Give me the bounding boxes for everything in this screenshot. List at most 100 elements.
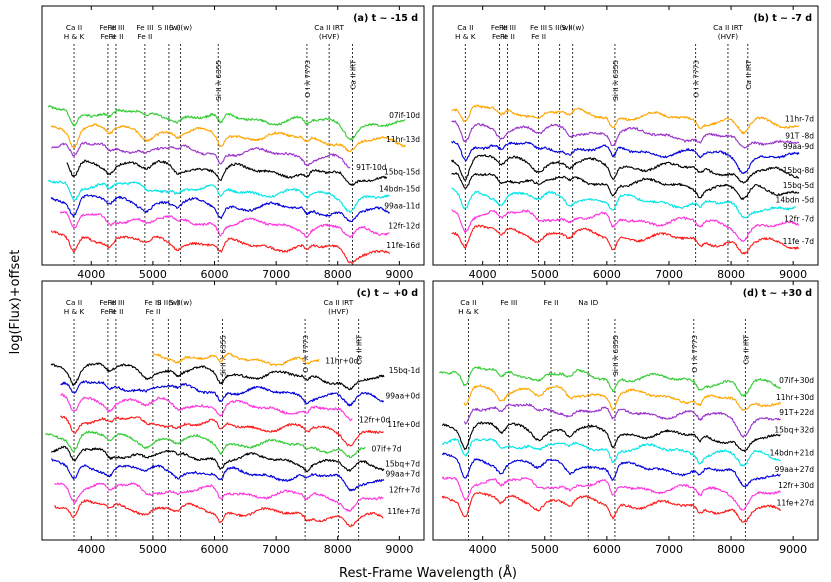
spectrum-series — [54, 482, 384, 513]
line-label: Ca II — [66, 298, 82, 307]
line-label: Fe II — [531, 32, 546, 41]
line-label: S II(w) — [169, 23, 192, 32]
line-label: Ca II IRT — [741, 334, 750, 364]
line-label: S II(w) — [561, 23, 584, 32]
series-label: 14bdn -5d — [776, 195, 815, 204]
line-label: H & K — [458, 307, 479, 316]
spectrum-series — [51, 458, 385, 492]
spectrum-series — [441, 452, 781, 488]
series-label: 99aa-11d — [384, 201, 420, 210]
spectrum-series — [60, 415, 384, 447]
series-label: 15bq-5d — [783, 181, 815, 190]
spectrum-series — [59, 211, 390, 239]
spectrum-series — [66, 159, 388, 186]
series-label: 91T+22d — [779, 408, 814, 417]
line-label: Ca II — [457, 23, 473, 32]
line-label: O I λ 7773 — [690, 335, 699, 373]
x-tick-label: 8000 — [717, 543, 745, 556]
x-tick-label: 8000 — [324, 543, 352, 556]
spectrum-series — [50, 230, 391, 265]
line-label: Si II λ 6355 — [219, 335, 228, 376]
spectrum-series — [463, 403, 781, 438]
panel-group: (a) t ~ -15 d 4000 5000 6000 7000 8000 9000 Ca … — [41, 5, 819, 556]
x-tick-label: 9000 — [385, 268, 413, 281]
x-tick-label: 9000 — [779, 268, 807, 281]
line-label: (HVF) — [718, 32, 739, 41]
spectrum-series — [50, 194, 390, 223]
line-label: H & K — [64, 32, 85, 41]
x-tick-label: 8000 — [717, 268, 745, 281]
x-tick-label: 8000 — [324, 268, 352, 281]
series-label: 12fr+30d — [778, 481, 814, 490]
spectrum-series — [47, 104, 406, 141]
spectrum-series — [441, 437, 781, 467]
line-label: (HVF) — [328, 307, 349, 316]
line-label: Na ID — [578, 298, 598, 307]
panel-title: (b) t ~ -7 d — [753, 13, 812, 24]
panel: (c) t ~ +0 d 4000 5000 6000 7000 8000 9000 Ca I… — [41, 280, 425, 556]
panel: (b) t ~ -7 d 4000 5000 6000 7000 8000 9000 Ca I… — [432, 5, 819, 281]
series-label: 14bdn+21d — [770, 448, 815, 457]
x-tick-label: 4000 — [77, 268, 105, 281]
spectrum-series — [54, 499, 384, 528]
line-label: Fe III — [136, 23, 153, 32]
spectrum-series — [44, 430, 366, 459]
line-label: Fe II — [137, 32, 152, 41]
spectrum-series — [60, 380, 385, 407]
spectrum-series — [451, 120, 800, 149]
line-label: Ca II IRT — [349, 59, 358, 89]
x-tick-label: 4000 — [77, 543, 105, 556]
x-tick-label: 6000 — [201, 543, 229, 556]
line-label: Fe III — [491, 23, 508, 32]
series-label: 15bq-8d — [783, 166, 815, 175]
line-label: Fe III — [530, 23, 547, 32]
panel-frame — [41, 5, 425, 266]
series-label: 15bq-15d — [384, 167, 420, 176]
spectrum-series — [51, 141, 351, 169]
line-label: Fe II — [100, 307, 115, 316]
series-label: 99aa+0d — [385, 392, 420, 401]
spectrum-series — [451, 172, 800, 201]
series-label: 12fr -7d — [784, 215, 814, 224]
line-label: Fe II — [108, 32, 123, 41]
line-label: S II(w) — [548, 23, 571, 32]
line-label: Fe II — [108, 307, 123, 316]
spectrum-series — [60, 393, 353, 422]
series-label: 07if+7d — [371, 444, 401, 453]
x-tick-label: 9000 — [385, 543, 413, 556]
line-label: Fe II — [544, 298, 559, 307]
line-label: Fe III — [499, 23, 516, 32]
series-label: 11hr+30d — [776, 393, 814, 402]
line-label: Fe II — [145, 307, 160, 316]
x-tick-label: 4000 — [469, 543, 497, 556]
x-tick-label: 6000 — [593, 268, 621, 281]
line-label: Ca II IRT — [355, 334, 364, 364]
x-tick-label: 9000 — [779, 543, 807, 556]
x-axis-label: Rest-Frame Wavelength (Å) — [339, 565, 517, 581]
line-label: O I λ 7773 — [301, 335, 310, 373]
spectrum-series — [451, 224, 799, 255]
line-label: Ca II IRT — [314, 23, 344, 32]
x-tick-label: 5000 — [531, 543, 559, 556]
spectrum-series — [50, 123, 406, 153]
line-label: Fe II — [500, 32, 515, 41]
line-label: H & K — [64, 307, 85, 316]
series-label: 12fr+7d — [389, 485, 420, 494]
spectrum-series — [50, 445, 385, 473]
line-label: Fe III — [107, 298, 124, 307]
line-label: Fe II — [100, 32, 115, 41]
spectrum-series — [451, 140, 800, 175]
series-label: 11fe-16d — [386, 241, 420, 250]
series-label: 99aa+7d — [385, 470, 420, 479]
line-label: Fe III — [99, 23, 116, 32]
series-label: 99aa+27d — [775, 465, 815, 474]
series-label: 11fe+0d — [387, 420, 420, 429]
line-label: Ca II — [66, 23, 82, 32]
panel-title: (c) t ~ +0 d — [357, 288, 418, 299]
series-label: 11fe+27d — [777, 498, 815, 507]
line-label: S II(w) — [157, 298, 180, 307]
line-label: Ca II IRT — [744, 59, 753, 89]
series-label: 12fr-12d — [388, 221, 420, 230]
series-label: 07if+30d — [779, 376, 814, 385]
series-label: 15bq+7d — [385, 459, 420, 468]
